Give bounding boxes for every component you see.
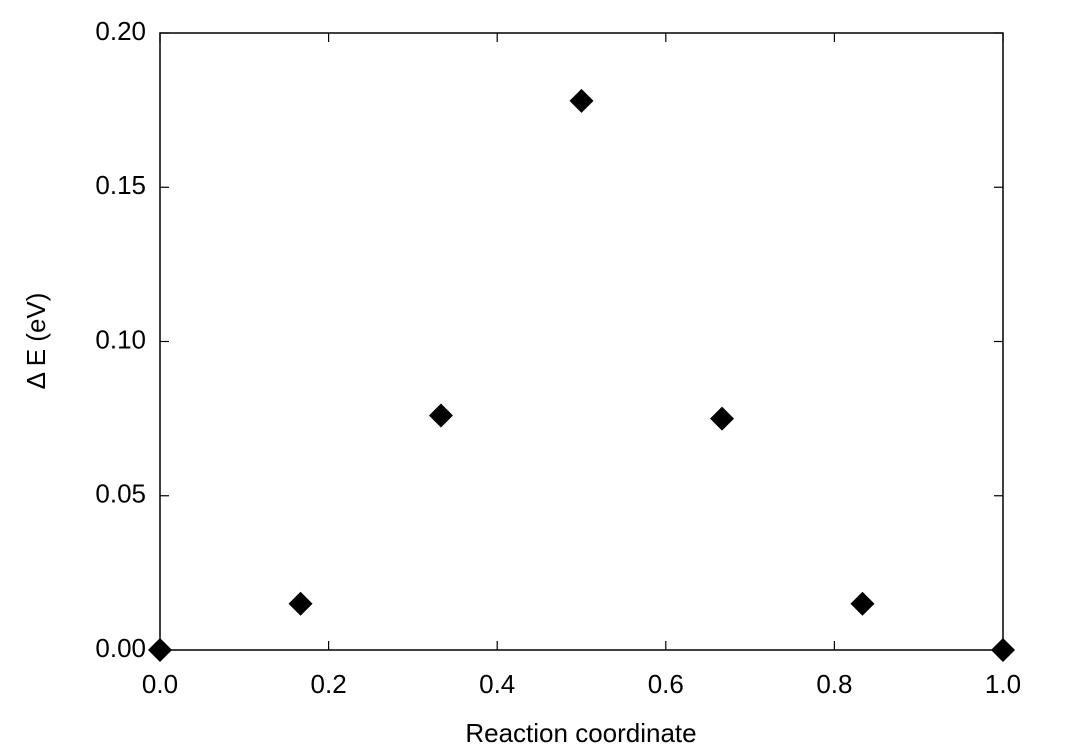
data-point bbox=[148, 638, 172, 662]
y-tick-label: 0.15 bbox=[95, 170, 146, 200]
data-point bbox=[569, 88, 594, 113]
data-point bbox=[710, 406, 735, 431]
data-point bbox=[991, 638, 1015, 662]
plot-frame bbox=[159, 32, 1004, 651]
data-point bbox=[850, 591, 875, 616]
x-axis-label: Reaction coordinate bbox=[465, 718, 696, 748]
x-tick-label: 0.2 bbox=[311, 669, 347, 699]
data-point bbox=[288, 591, 313, 616]
y-tick-label: 0.20 bbox=[95, 16, 146, 46]
x-tick-label: 0.8 bbox=[816, 669, 852, 699]
y-tick-label: 0.00 bbox=[95, 633, 146, 663]
x-tick-label: 1.0 bbox=[985, 669, 1021, 699]
x-tick-label: 0.0 bbox=[142, 669, 178, 699]
x-tick-label: 0.6 bbox=[648, 669, 684, 699]
y-tick-label: 0.05 bbox=[95, 479, 146, 509]
x-tick-label: 0.4 bbox=[479, 669, 515, 699]
y-tick-label: 0.10 bbox=[95, 324, 146, 354]
y-axis-label: Δ E (eV) bbox=[21, 293, 51, 390]
data-point bbox=[428, 403, 453, 428]
